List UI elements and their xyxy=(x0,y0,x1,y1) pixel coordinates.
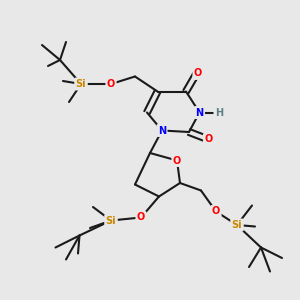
Text: O: O xyxy=(137,212,145,223)
Text: O: O xyxy=(204,134,213,145)
Text: H: H xyxy=(215,107,223,118)
Text: Si: Si xyxy=(76,79,86,89)
Text: O: O xyxy=(173,155,181,166)
Text: O: O xyxy=(212,206,220,217)
Text: O: O xyxy=(194,68,202,79)
Text: N: N xyxy=(158,125,166,136)
Text: N: N xyxy=(195,107,204,118)
Text: Si: Si xyxy=(232,220,242,230)
Text: O: O xyxy=(107,79,115,89)
Text: Si: Si xyxy=(106,215,116,226)
